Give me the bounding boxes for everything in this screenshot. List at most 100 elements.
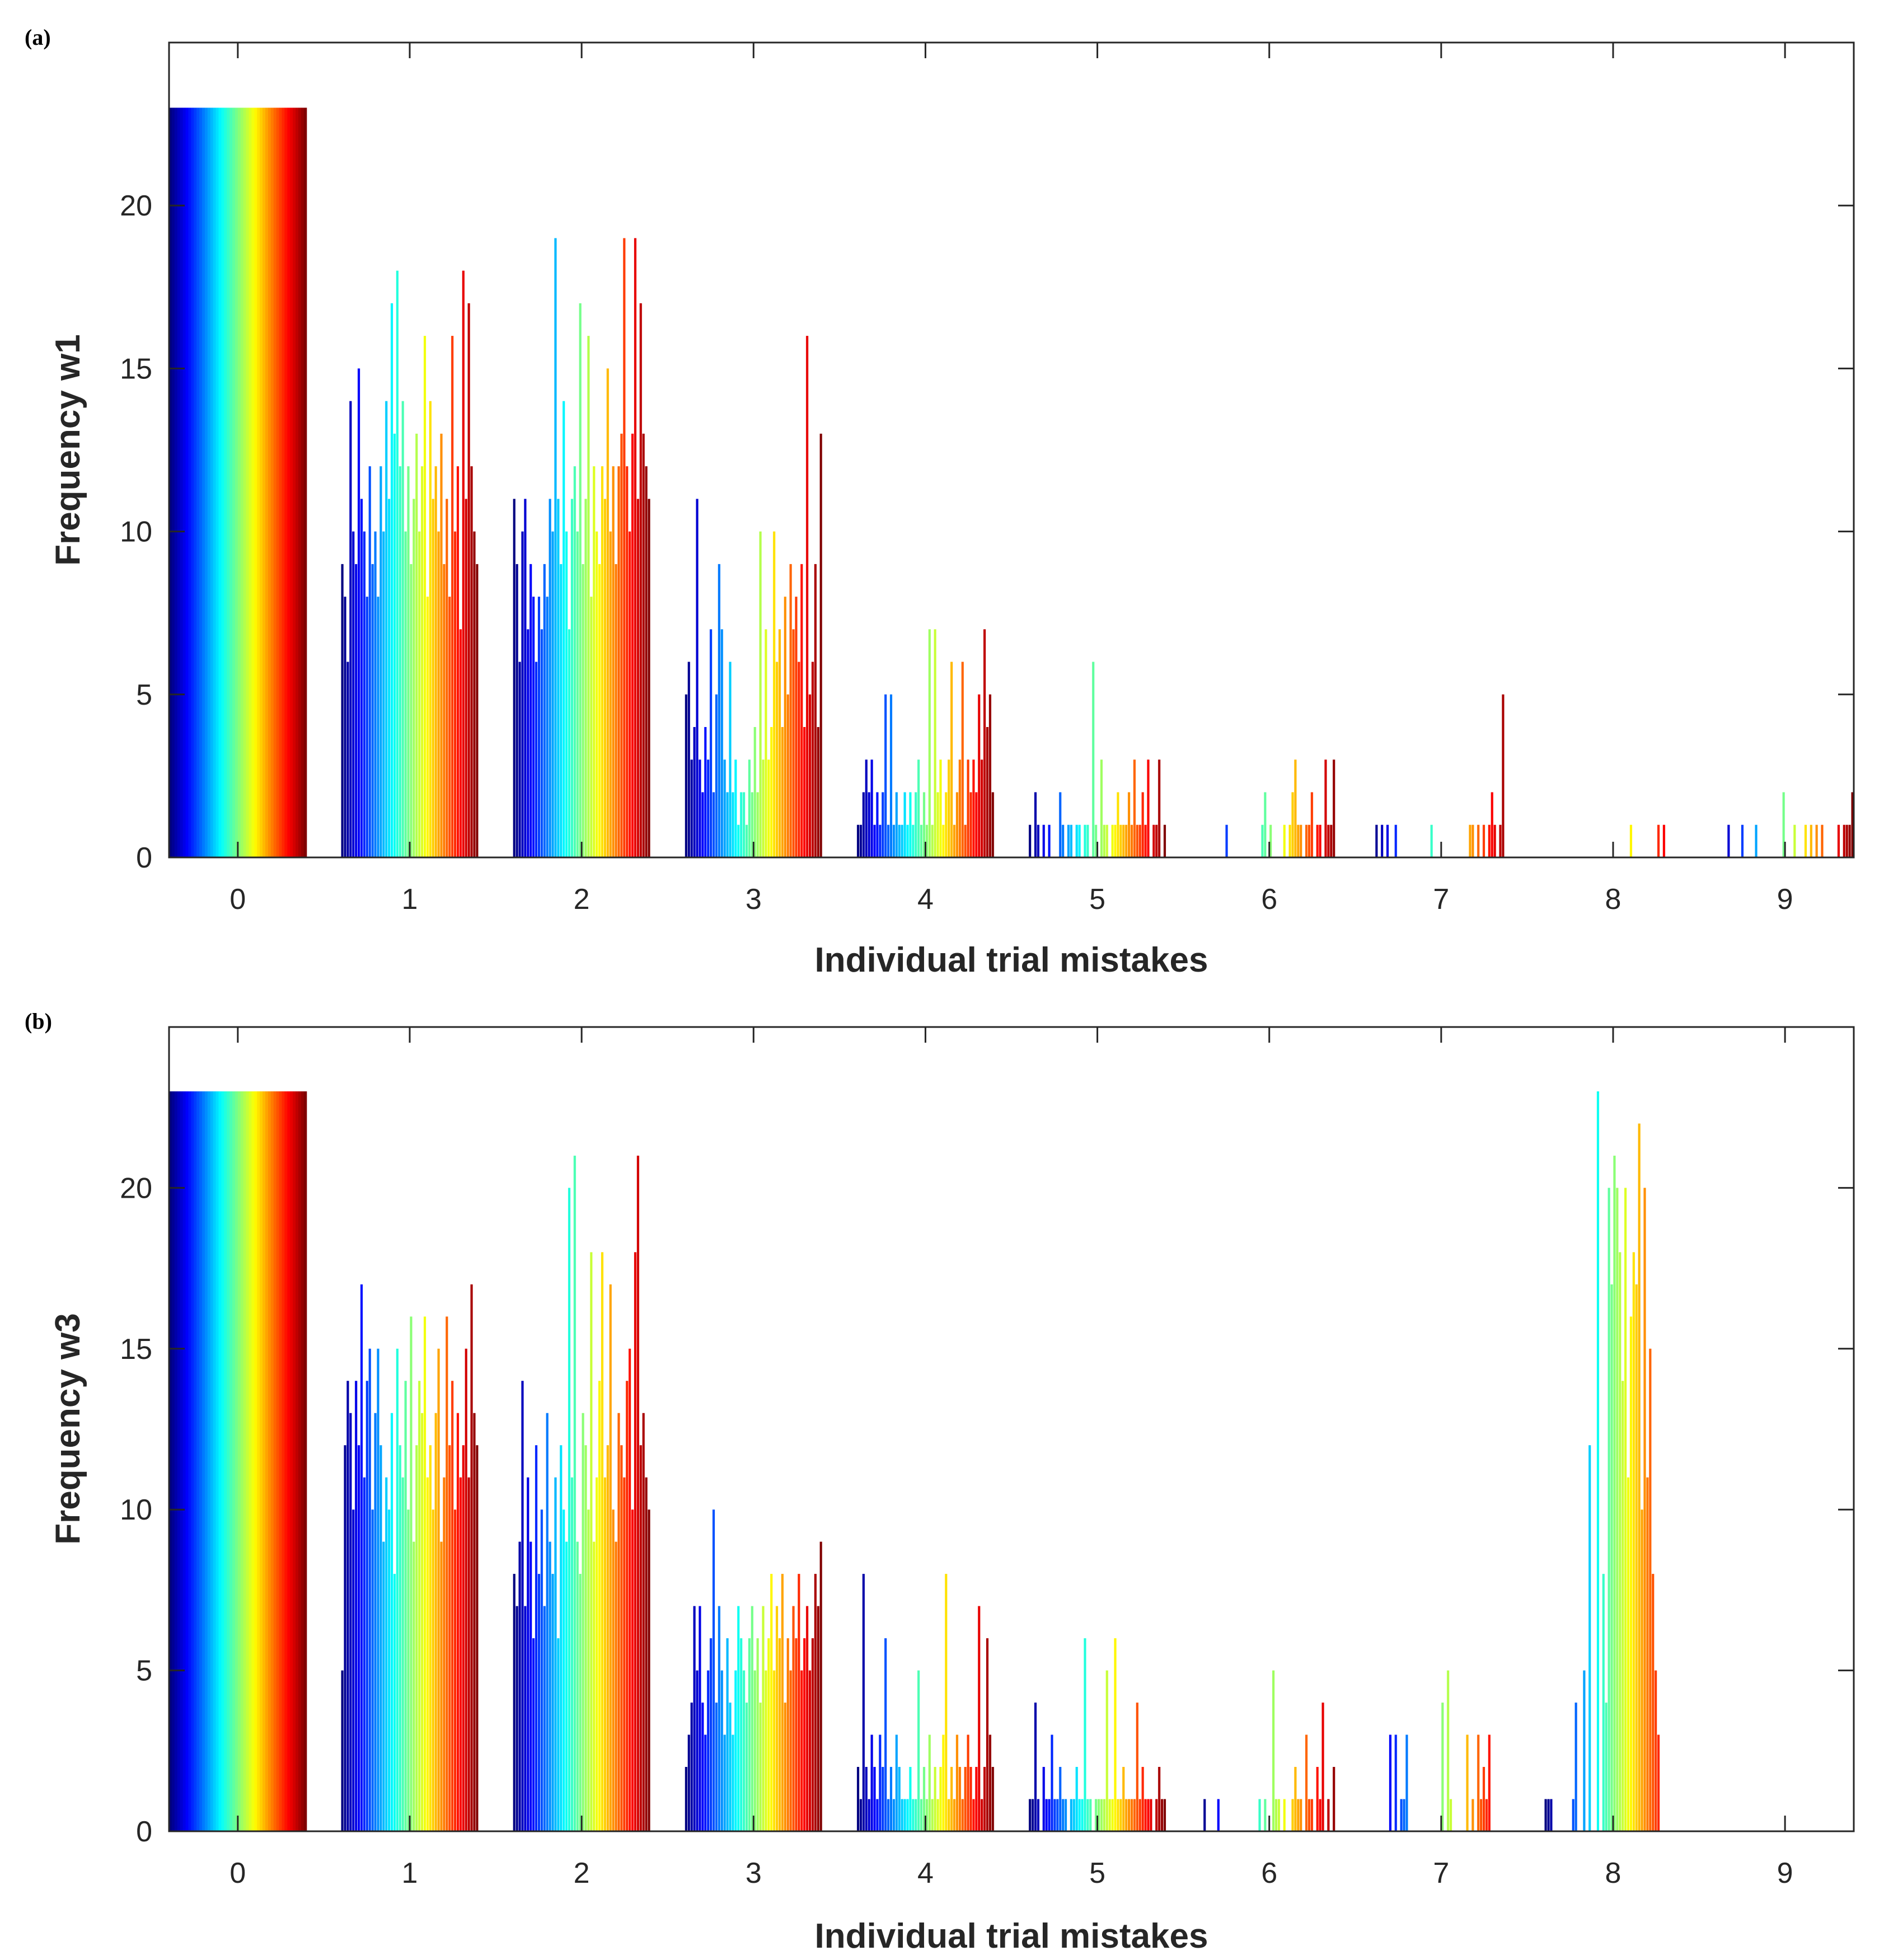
bar: [174, 1091, 178, 1831]
bar: [254, 1091, 257, 1831]
bar: [287, 1091, 290, 1831]
bar: [279, 107, 283, 858]
y-tick-label: 10: [120, 1494, 152, 1526]
bar: [191, 107, 194, 858]
bar: [215, 1091, 219, 1831]
bar: [210, 107, 214, 858]
bar: [246, 1091, 250, 1831]
bar: [249, 1091, 252, 1831]
bar: [232, 1091, 236, 1831]
bar: [265, 1091, 269, 1831]
x-tick-label: 7: [1433, 883, 1449, 916]
bar: [243, 107, 247, 858]
bar: [235, 107, 238, 858]
bar: [237, 1091, 241, 1831]
bar: [251, 107, 255, 858]
x-tick-label: 3: [746, 883, 762, 916]
bar: [240, 107, 244, 858]
y-tick-label: 10: [120, 516, 152, 548]
bar: [287, 107, 290, 858]
axes: 0 5 10 15 20 0 1 2 3 4 5 6 7 8 9: [120, 1027, 1854, 1889]
y-tick-label: 5: [136, 679, 152, 711]
bar: [301, 1091, 304, 1831]
bar: [298, 1091, 302, 1831]
bar: [282, 1091, 285, 1831]
bar: [180, 1091, 184, 1831]
bar: [218, 1091, 222, 1831]
axes: 0 5 10 15 20 0 1 2 3 4 5 6 7 8 9: [120, 43, 1854, 916]
y-tick-label: 0: [136, 1816, 152, 1848]
bar: [185, 107, 189, 858]
bar: [290, 1091, 293, 1831]
x-tick-label: 8: [1605, 1857, 1621, 1889]
bar: [224, 107, 227, 858]
bar: [284, 1091, 288, 1831]
bar: [265, 107, 269, 858]
bar: [290, 107, 293, 858]
x-tick-label: 4: [917, 883, 934, 916]
bar: [227, 1091, 230, 1831]
bar: [249, 107, 252, 858]
panel-label: (b): [25, 1009, 52, 1034]
panel-a: (a) 0 5 10 15 20 0 1 2 3 4 5 6 7 8 9 Individual trial …: [25, 25, 1855, 979]
panel-label: (a): [25, 25, 51, 50]
bar: [207, 107, 211, 858]
bar: [191, 1091, 194, 1831]
bar: [204, 1091, 208, 1831]
y-tick-label: 5: [136, 1655, 152, 1687]
bar: [196, 1091, 200, 1831]
x-tick-label: 9: [1777, 1857, 1793, 1889]
bar: [293, 1091, 296, 1831]
bar: [284, 107, 288, 858]
bar: [213, 1091, 217, 1831]
bar: [235, 1091, 238, 1831]
bar: [194, 1091, 197, 1831]
bar: [188, 107, 191, 858]
x-tick-label: 4: [917, 1857, 934, 1889]
bar: [218, 107, 222, 858]
bar: [182, 107, 186, 858]
bar-group: [169, 107, 1854, 858]
bar: [182, 1091, 186, 1831]
x-tick-label: 0: [229, 883, 246, 916]
bar: [279, 1091, 283, 1831]
bar: [276, 107, 280, 858]
bar: [201, 1091, 205, 1831]
bar: [199, 107, 203, 858]
y-tick-label: 20: [120, 190, 152, 222]
x-axis-label: Individual trial mistakes: [815, 1917, 1208, 1956]
bar: [293, 107, 296, 858]
x-tick-label: 6: [1261, 883, 1277, 916]
bar: [303, 1091, 307, 1831]
bar: [232, 107, 236, 858]
bar: [270, 107, 274, 858]
bar: [177, 107, 181, 858]
bar: [263, 107, 266, 858]
plot-frame: [168, 1026, 1855, 1832]
panel-b: (b) 0 5 10 15 20 0 1 2 3 4 5 6 7 8 9 Individual trial …: [25, 1009, 1855, 1956]
x-tick-label: 8: [1605, 883, 1621, 916]
x-tick-label: 0: [229, 1857, 246, 1889]
bar: [282, 107, 285, 858]
bar: [174, 107, 178, 858]
y-tick-label: 0: [136, 842, 152, 874]
x-tick-label: 5: [1089, 1857, 1105, 1889]
bar: [270, 1091, 274, 1831]
bar: [199, 1091, 203, 1831]
bar: [213, 107, 217, 858]
bar: [194, 107, 197, 858]
bar: [260, 107, 263, 858]
bar: [221, 1091, 224, 1831]
bar: [215, 107, 219, 858]
bar: [296, 107, 299, 858]
plot-frame: [168, 41, 1855, 859]
x-tick-label: 1: [402, 1857, 418, 1889]
bar: [221, 107, 224, 858]
x-tick-label: 3: [746, 1857, 762, 1889]
bar: [196, 107, 200, 858]
bar: [301, 107, 304, 858]
bar: [185, 1091, 189, 1831]
bar: [180, 107, 184, 858]
bar: [237, 107, 241, 858]
bar: [273, 1091, 277, 1831]
